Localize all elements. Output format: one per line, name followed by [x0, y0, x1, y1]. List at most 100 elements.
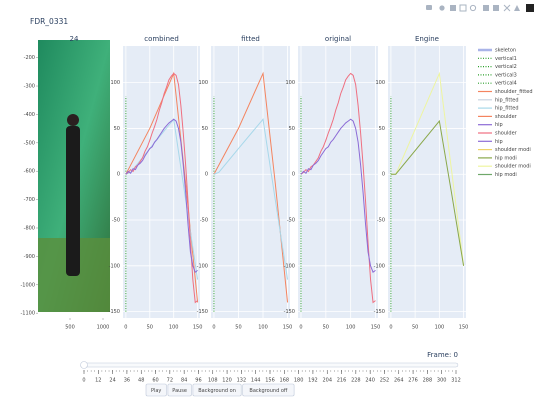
- subplot-title: fitted: [241, 35, 260, 43]
- button[interactable]: [242, 383, 295, 397]
- subplot-title: 24: [70, 35, 79, 43]
- y-tick-label: -1000: [20, 282, 35, 288]
- y-tick-label: -100: [284, 263, 295, 269]
- legend-label: shoulder: [495, 131, 518, 137]
- slider-tick-label: 180: [294, 378, 304, 384]
- y-tick-label: 100: [285, 80, 295, 86]
- button-label[interactable]: Background on: [198, 388, 236, 394]
- legend-label: shoulder_fitted: [495, 89, 533, 95]
- y-tick-label: 100: [198, 80, 208, 86]
- y-tick-label: -50: [200, 218, 208, 224]
- y-tick-label: -500: [24, 140, 35, 146]
- slider-tick-label: 36: [124, 378, 130, 384]
- y-tick-label: -150: [109, 309, 120, 315]
- legend-label: shoulder: [495, 114, 518, 120]
- slider-tick-label: 0: [82, 378, 85, 384]
- slider-label: Frame: 0: [427, 351, 458, 359]
- slider-tick-label: 228: [351, 378, 361, 384]
- y-tick-label: -50: [377, 218, 385, 224]
- x-tick-label: 50: [412, 325, 418, 331]
- y-tick-label: -150: [197, 309, 208, 315]
- slider-handle[interactable]: [80, 361, 88, 369]
- y-tick-label: 100: [110, 80, 120, 86]
- legend-label: shoulder modi: [495, 164, 531, 170]
- line-series: [300, 118, 376, 273]
- slider-tick-label: 240: [365, 378, 375, 384]
- slider-tick-label: 312: [451, 378, 461, 384]
- y-tick-label: -100: [109, 263, 120, 269]
- toolbar[interactable]: [426, 4, 534, 12]
- x-tick-label: 0: [299, 325, 302, 331]
- subplot-title: original: [325, 35, 351, 43]
- slider-tick-label: 24: [109, 378, 115, 384]
- y-tick-label: 50: [202, 126, 208, 132]
- y-tick-label: -1100: [20, 311, 35, 317]
- x-tick-label: 100: [435, 325, 445, 331]
- legend-label: hip: [495, 139, 503, 145]
- y-tick-label: -900: [24, 254, 35, 260]
- x-tick-label: 1000: [97, 325, 110, 331]
- y-tick-label: -800: [24, 225, 35, 231]
- slider-tick-label: 156: [265, 378, 275, 384]
- y-tick-label: -100: [374, 263, 385, 269]
- button-label[interactable]: Background off: [249, 388, 287, 394]
- y-tick-label: 50: [379, 126, 385, 132]
- x-tick-label: 500: [65, 325, 75, 331]
- button[interactable]: [167, 383, 192, 397]
- x-tick-label: 0: [389, 325, 392, 331]
- line-series: [390, 119, 465, 266]
- line-series: [125, 118, 198, 274]
- legend-label: shoulder modi: [495, 147, 531, 153]
- line-series: [213, 71, 289, 303]
- y-tick-label: -300: [24, 84, 35, 90]
- slider-tick-label: 204: [322, 378, 332, 384]
- figure-title: FDR_0331: [30, 17, 68, 26]
- legend-label: hip_fitted: [495, 106, 519, 112]
- legend-label: hip_fitted: [495, 97, 519, 103]
- legend-label: vertical1: [495, 56, 517, 62]
- legend-label: hip modi: [495, 155, 517, 161]
- slider-tick-label: 216: [337, 378, 347, 384]
- slider-tick-label: 132: [237, 378, 247, 384]
- slider-tick-label: 72: [167, 378, 173, 384]
- y-tick-label: -50: [287, 218, 295, 224]
- person: [66, 126, 80, 276]
- plot-background: [298, 46, 378, 318]
- x-tick-label: 150: [193, 325, 203, 331]
- slider-tick-label: 168: [280, 378, 290, 384]
- slider-tick-label: 276: [408, 378, 418, 384]
- person-head: [67, 114, 79, 126]
- y-tick-label: -400: [24, 112, 35, 118]
- x-tick-label: 100: [169, 325, 179, 331]
- slider-tick-label: 264: [394, 378, 404, 384]
- plot-background: [123, 46, 200, 318]
- plot-background: [388, 46, 466, 318]
- slider-tick-label: 288: [423, 378, 433, 384]
- button[interactable]: [145, 383, 167, 397]
- y-tick-label: -600: [24, 169, 35, 175]
- y-tick-label: 0: [117, 172, 120, 178]
- button[interactable]: [192, 383, 242, 397]
- x-tick-label: 50: [323, 325, 329, 331]
- plot-background: [211, 46, 290, 318]
- legend-label: vertical3: [495, 72, 517, 78]
- slider-tick-label: 252: [380, 378, 390, 384]
- slider-tick-label: 60: [152, 378, 158, 384]
- y-tick-label: 50: [289, 126, 295, 132]
- slider-track: [81, 362, 459, 368]
- y-tick-label: 50: [114, 126, 120, 132]
- x-tick-label: 150: [371, 325, 381, 331]
- x-tick-label: 50: [147, 325, 153, 331]
- slider-tick-label: 84: [181, 378, 187, 384]
- y-tick-label: -150: [284, 309, 295, 315]
- line-series: [213, 118, 289, 280]
- button-label[interactable]: Pause: [172, 388, 187, 394]
- y-tick-label: 0: [205, 172, 208, 178]
- legend-label: vertical4: [495, 81, 517, 87]
- slider-tick-label: 96: [195, 378, 201, 384]
- legend-label: vertical2: [495, 64, 517, 70]
- legend-label: skeleton: [495, 48, 516, 54]
- button-label[interactable]: Play: [151, 388, 161, 394]
- subplot-title: combined: [144, 35, 179, 43]
